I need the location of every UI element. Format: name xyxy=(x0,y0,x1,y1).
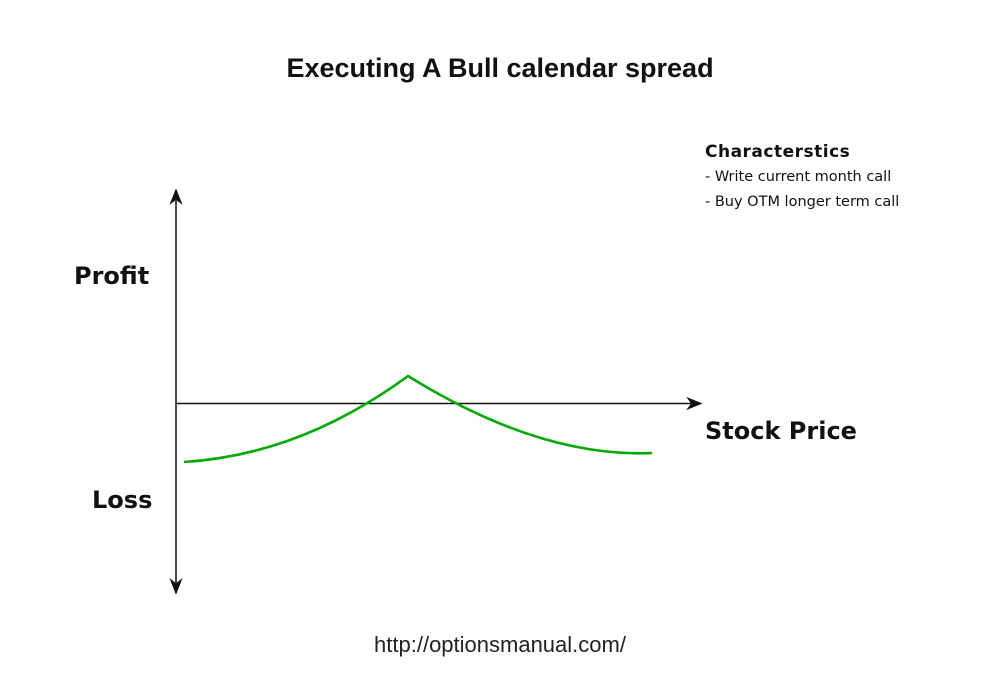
characteristics-heading: Characterstics xyxy=(705,142,851,162)
characteristics-box: Characterstics - Write current month cal… xyxy=(705,142,899,215)
diagram-title: Executing A Bull calendar spread xyxy=(286,53,714,83)
profit-label: Profit xyxy=(74,262,150,290)
source-url: http://optionsmanual.com/ xyxy=(374,632,626,657)
loss-label: Loss xyxy=(92,486,153,514)
payoff-curve xyxy=(183,374,653,464)
stock-price-label: Stock Price xyxy=(705,417,857,445)
characteristic-item: - Write current month call xyxy=(705,169,892,185)
characteristic-item: - Buy OTM longer term call xyxy=(705,194,900,210)
